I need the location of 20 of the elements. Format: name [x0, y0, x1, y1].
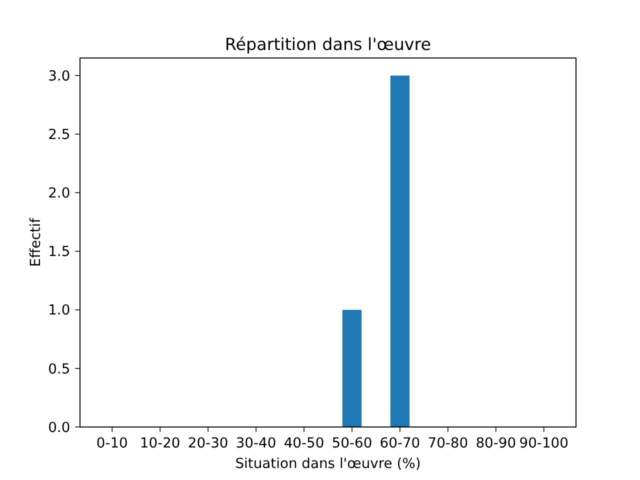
x-tick-label: 0-10: [96, 435, 128, 452]
x-tick-label: 60-70: [380, 435, 420, 452]
y-tick-label: 2.5: [48, 127, 70, 144]
y-axis-title: Effectif: [28, 217, 44, 267]
x-tick-label: 50-60: [332, 435, 372, 452]
x-tick-label: 10-20: [140, 435, 180, 452]
x-tick-label: 30-40: [236, 435, 276, 452]
x-tick-label: 40-50: [284, 435, 324, 452]
x-axis-title: Situation dans l'œuvre (%): [235, 456, 421, 472]
x-tick-label: 90-100: [519, 435, 568, 452]
y-tick-label: 1.0: [48, 302, 70, 319]
y-tick-label: 1.5: [48, 244, 70, 260]
y-tick-label: 0.5: [48, 361, 70, 378]
y-tick-label: 2.0: [48, 186, 70, 202]
x-tick-label: 70-80: [428, 435, 468, 452]
x-tick-label: 80-90: [476, 435, 516, 452]
y-tick-label: 0.0: [48, 420, 70, 436]
y-tick-label: 3.0: [48, 68, 70, 84]
x-tick-label: 20-30: [188, 435, 228, 452]
chart-title: Répartition dans l'œuvre: [224, 34, 432, 54]
